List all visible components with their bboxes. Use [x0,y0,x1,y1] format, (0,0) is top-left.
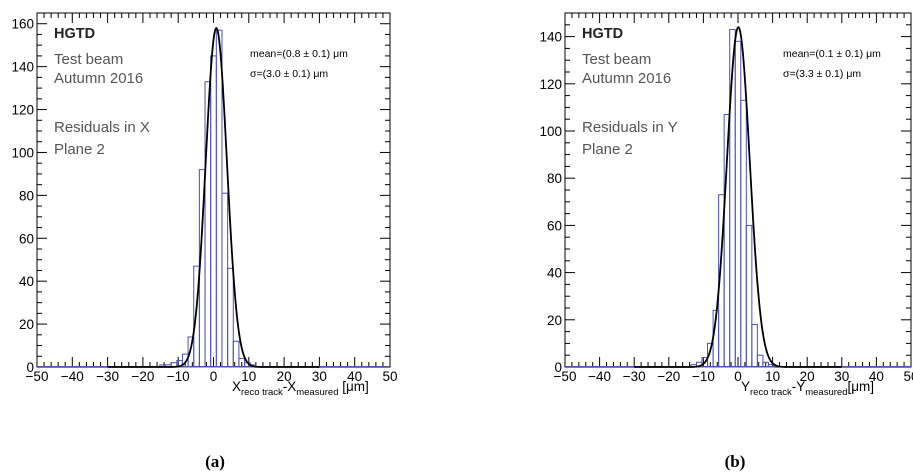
histogram-bin [215,29,223,368]
panel-caption: (b) [725,452,746,471]
histogram-bin [734,40,742,368]
x-tick-label: −20 [131,369,154,384]
info-line: Autumn 2016 [582,70,671,87]
histogram-bin [210,55,217,368]
fit-stat: mean=(0.8 ± 0.1) μm [250,48,348,60]
experiment-label: HGTD [54,26,95,42]
y-tick-label: 80 [19,188,34,203]
gaussian-fit-line [634,26,842,368]
info-line: Test beam [582,51,651,68]
x-tick-label: 30 [312,369,327,384]
x-axis-title: Yreco track-Ymeasured[μm] [741,379,874,398]
info-line: Test beam [54,51,123,68]
histogram-bin [221,192,229,368]
x-axis-title: Xreco track-Xmeasured [μm] [232,379,369,398]
info-line: Autumn 2016 [54,70,143,87]
x-tick-label: 0 [734,369,742,384]
fit-stat: σ=(3.3 ± 0.1) μm [783,68,861,80]
y-tick-label: 60 [547,218,562,233]
y-tick-label: 120 [539,77,562,92]
x-tick-label: −40 [588,369,611,384]
fit-stat: σ=(3.0 ± 0.1) μm [250,68,328,80]
x-tick-label: 10 [241,369,256,384]
y-tick-label: 120 [11,103,34,118]
x-tick-label: −10 [692,369,715,384]
histogram-bin [232,340,240,368]
info-line: Plane 2 [54,141,105,158]
x-tick-label: −30 [623,369,646,384]
x-tick-label: 40 [869,369,884,384]
experiment-label: HGTD [582,26,623,42]
info-line: Plane 2 [582,141,633,158]
y-tick-label: 40 [547,266,562,281]
info-line: Residuals in Y [582,119,678,136]
histogram-bin [756,354,764,368]
x-tick-label: 50 [382,369,397,384]
y-tick-label: 20 [19,317,34,332]
x-tick-label: −50 [26,369,49,384]
x-tick-label: −20 [657,369,680,384]
gaussian-fit-line [107,26,320,368]
x-tick-label: −10 [167,369,190,384]
fit-stat: mean=(0.1 ± 0.1) μm [783,48,881,60]
y-tick-label: 140 [539,30,562,45]
info-line: Residuals in X [54,119,150,136]
x-tick-label: 50 [903,369,913,384]
y-tick-label: 0 [26,360,34,375]
x-tick-label: −30 [96,369,119,384]
y-tick-label: 20 [547,313,562,328]
x-tick-label: 30 [834,369,849,384]
y-tick-label: 0 [554,360,562,375]
x-tick-label: 40 [347,369,362,384]
histogram-bin [227,267,234,368]
x-tick-label: 20 [800,369,815,384]
y-tick-label: 160 [11,17,34,32]
panel-b: −50 −40 −30 −20 −10 0 10 20 30 40 50 0 20 40 60 80 100 12… [539,12,913,471]
panel-a: −50 −40 −30 −20 −10 0 10 20 30 40 50 0 20 40 60 80 100 12… [11,12,398,471]
y-tick-label: 100 [539,124,562,139]
y-tick-label: 140 [11,60,34,75]
x-tick-label: 10 [765,369,780,384]
x-tick-label: 20 [277,369,292,384]
x-tick-label: −50 [554,369,577,384]
y-tick-label: 60 [19,231,34,246]
panel-caption: (a) [205,452,225,471]
histogram-bin [751,324,758,368]
x-tick-label: −40 [61,369,84,384]
x-tick-label: 0 [210,369,218,384]
y-tick-label: 100 [11,145,34,160]
histogram-bin [740,99,747,368]
histogram-bin [745,224,753,368]
y-tick-label: 40 [19,274,34,289]
y-tick-label: 80 [547,171,562,186]
